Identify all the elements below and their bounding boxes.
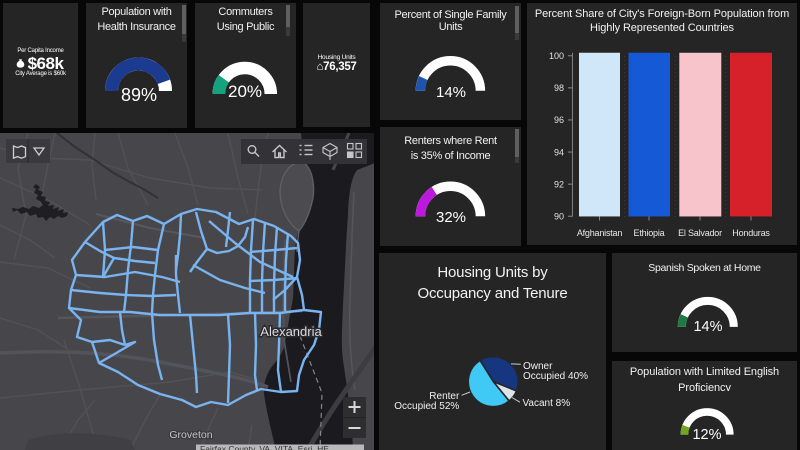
- svg-text:Alexandria: Alexandria: [260, 324, 322, 339]
- svg-text:98: 98: [554, 83, 564, 93]
- svg-text:Ethiopia: Ethiopia: [634, 228, 665, 238]
- svg-text:El Salvador: El Salvador: [678, 228, 722, 238]
- svg-text:Vacant 8%: Vacant 8%: [523, 398, 571, 409]
- svg-text:100: 100: [549, 51, 564, 61]
- svg-text:Occupied 40%: Occupied 40%: [523, 371, 588, 382]
- svg-text:Groveton: Groveton: [169, 429, 212, 441]
- svg-text:96: 96: [554, 115, 564, 125]
- svg-text:Afghanistan: Afghanistan: [577, 228, 623, 238]
- svg-text:Honduras: Honduras: [732, 228, 770, 238]
- svg-text:90: 90: [554, 212, 564, 222]
- svg-text:94: 94: [554, 147, 564, 157]
- svg-text:Owner: Owner: [523, 361, 553, 372]
- svg-text:Fairfax County, VA, VITA, Esri: Fairfax County, VA, VITA, Esri, HE: [200, 444, 329, 450]
- svg-text:Occupied 52%: Occupied 52%: [394, 401, 459, 412]
- svg-text:Renter: Renter: [429, 391, 460, 402]
- svg-text:92: 92: [554, 179, 564, 189]
